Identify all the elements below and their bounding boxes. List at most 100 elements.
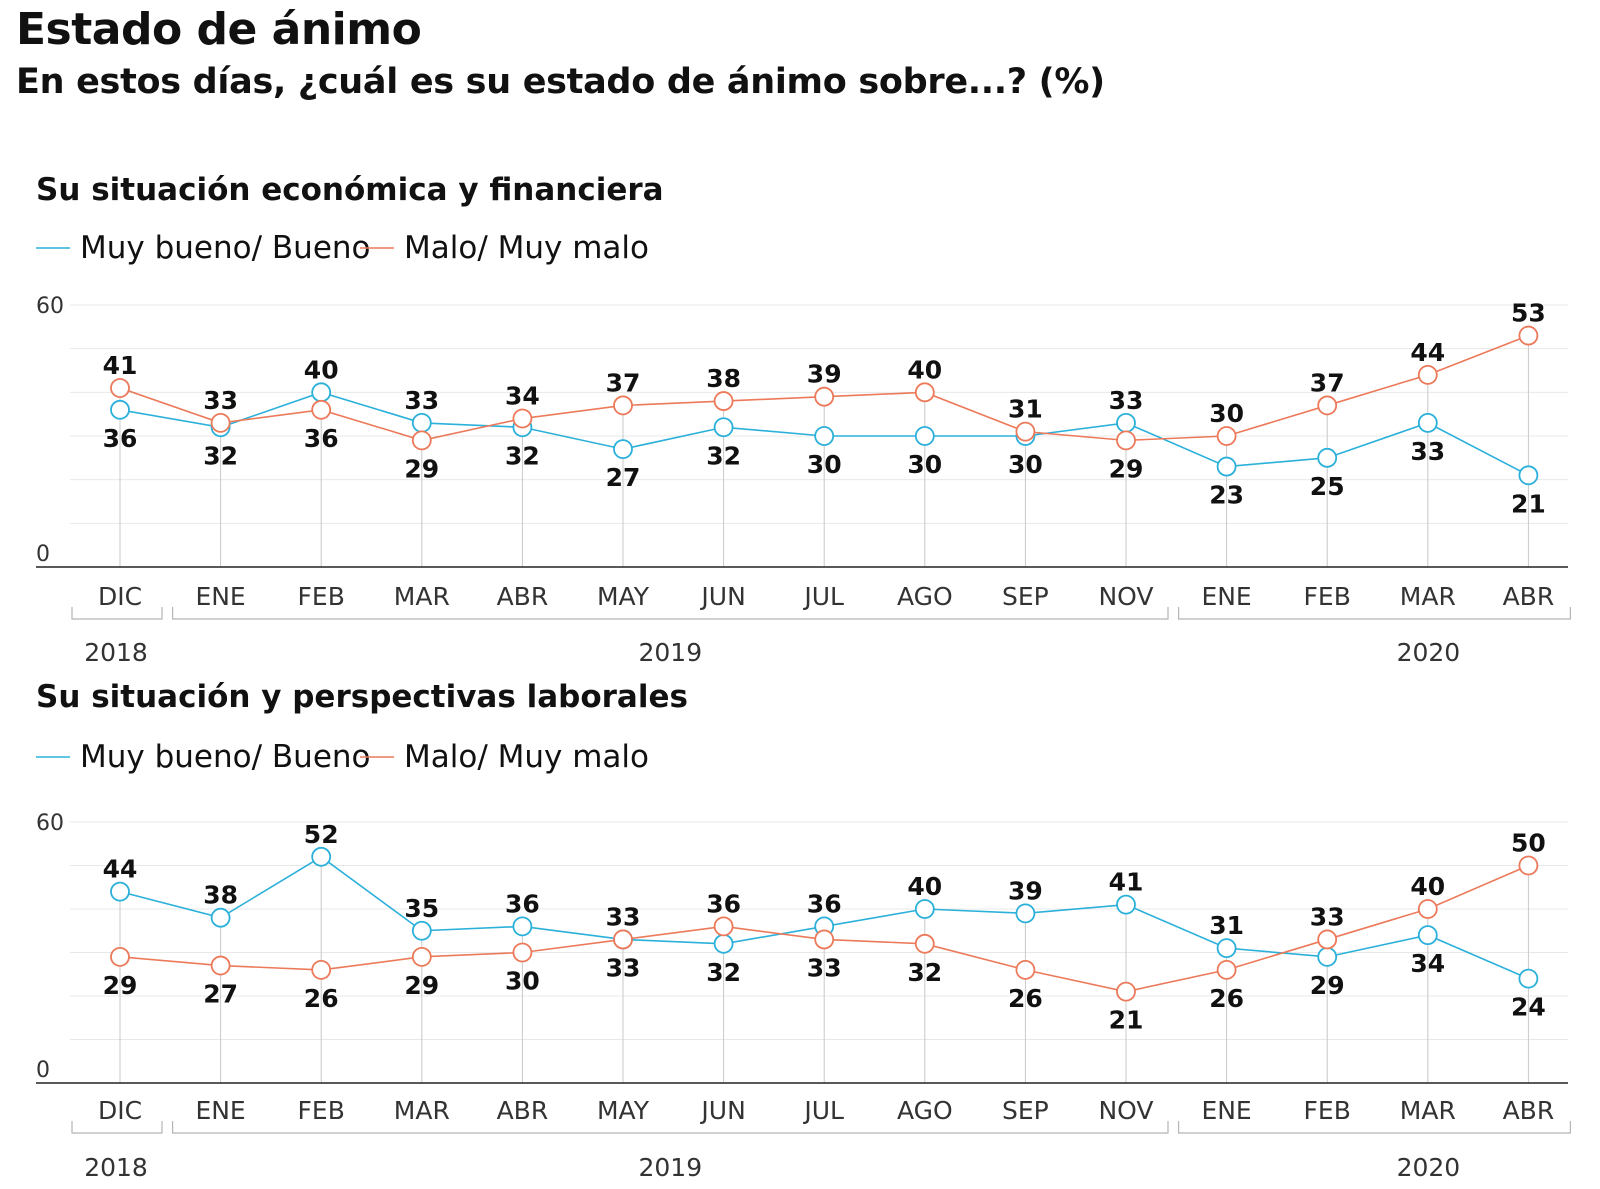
year-label: 2019: [638, 1153, 702, 1182]
x-tick-label: ABR: [1503, 1096, 1555, 1125]
legend-label-bad: Malo/ Muy malo: [404, 739, 649, 775]
year-label: 2018: [84, 1153, 148, 1182]
data-point-good: [110, 399, 130, 420]
x-tick-label: FEB: [1304, 582, 1351, 611]
data-point-bad: [1317, 929, 1338, 950]
x-tick-label: JUL: [802, 582, 844, 611]
year-bracket: [172, 1121, 1169, 1134]
data-label-bad: 33: [1310, 902, 1345, 931]
data-label-good: 25: [1310, 472, 1345, 501]
legend-label-bad: Malo/ Muy malo: [404, 230, 649, 266]
data-label-bad: 30: [505, 967, 540, 996]
data-label-good: 39: [1008, 876, 1043, 905]
x-tick-label: NOV: [1098, 582, 1153, 611]
data-point-good: [1518, 465, 1539, 486]
data-label-good: 24: [1511, 993, 1546, 1022]
data-label-bad: 53: [1511, 299, 1546, 328]
x-tick-label: ABR: [1503, 582, 1555, 611]
data-label-bad: 44: [1410, 338, 1445, 367]
data-point-bad: [311, 399, 332, 420]
data-label-good: 35: [404, 894, 439, 923]
data-point-good: [1216, 938, 1237, 959]
x-tick-label: ENE: [1201, 1096, 1251, 1125]
data-point-good: [311, 382, 332, 403]
y-tick-label: 60: [36, 294, 64, 319]
data-label-bad: 27: [203, 980, 238, 1009]
x-tick-label: ENE: [195, 582, 245, 611]
data-point-bad: [411, 946, 432, 967]
data-label-good: 40: [304, 355, 339, 384]
data-point-bad: [1216, 426, 1237, 446]
data-point-bad: [1417, 364, 1438, 385]
x-tick-label: MAY: [597, 1096, 650, 1125]
data-point-good: [713, 933, 734, 954]
x-tick-label: SEP: [1002, 1096, 1049, 1125]
data-point-good: [914, 426, 935, 446]
data-label-good: 32: [706, 958, 741, 987]
x-tick-label: JUL: [802, 1096, 844, 1125]
data-label-good: 30: [807, 450, 842, 479]
data-label-bad: 37: [606, 368, 641, 397]
x-tick-label: MAR: [1400, 1096, 1456, 1125]
data-label-bad: 30: [1209, 399, 1244, 428]
x-tick-label: ENE: [1201, 582, 1251, 611]
page-title: Estado de ánimo: [16, 4, 422, 55]
data-label-bad: 34: [505, 382, 540, 411]
data-point-good: [512, 916, 533, 937]
data-point-bad: [110, 946, 130, 967]
data-point-bad: [713, 391, 734, 411]
data-label-good: 33: [1410, 437, 1445, 466]
data-label-good: 21: [1511, 489, 1546, 518]
data-point-good: [814, 426, 835, 446]
data-point-good: [411, 412, 432, 433]
data-label-good: 29: [1310, 971, 1345, 1000]
data-point-good: [1417, 925, 1438, 945]
data-label-bad: 26: [1008, 984, 1043, 1013]
data-point-bad: [613, 929, 633, 950]
data-point-bad: [713, 916, 734, 937]
x-tick-label: JUN: [699, 582, 745, 611]
y-tick-label: 60: [36, 811, 64, 836]
data-label-good: 27: [606, 463, 641, 492]
data-point-bad: [1317, 395, 1338, 416]
data-point-good: [311, 846, 332, 867]
data-label-good: 32: [706, 441, 741, 470]
data-label-bad: 26: [304, 984, 339, 1013]
data-label-good: 52: [304, 820, 339, 849]
x-tick-label: JUN: [699, 1096, 745, 1125]
data-point-bad: [311, 960, 332, 980]
data-label-bad: 32: [907, 958, 942, 987]
data-point-bad: [512, 942, 533, 963]
data-point-good: [914, 899, 935, 919]
x-tick-label: MAR: [394, 1096, 450, 1125]
data-point-bad: [914, 933, 935, 954]
chart-title: Su situación económica y financiera: [36, 172, 664, 208]
data-point-good: [1317, 447, 1338, 468]
legend-label-good: Muy bueno/ Bueno: [80, 230, 371, 266]
data-point-good: [1116, 894, 1136, 915]
data-label-good: 44: [103, 855, 138, 884]
chart-labor-situation: Su situación y perspectivas laborales Muy…: [36, 679, 1571, 1182]
data-point-bad: [411, 430, 432, 451]
data-label-good: 33: [404, 386, 439, 415]
data-label-bad: 21: [1109, 1006, 1144, 1035]
year-bracket: [1178, 607, 1571, 620]
data-label-good: 33: [606, 953, 641, 982]
data-label-good: 36: [505, 889, 540, 918]
year-bracket: [71, 1121, 163, 1134]
x-tick-label: SEP: [1002, 582, 1049, 611]
x-tick-label: NOV: [1098, 1096, 1153, 1125]
data-label-good: 34: [1410, 949, 1445, 978]
data-label-bad: 37: [1310, 368, 1345, 397]
data-label-bad: 29: [103, 971, 138, 1000]
data-label-good: 36: [103, 424, 138, 453]
data-point-bad: [110, 378, 130, 398]
data-point-bad: [210, 955, 231, 976]
year-bracket: [172, 607, 1169, 620]
data-point-good: [1317, 946, 1338, 967]
year-label: 2019: [638, 638, 702, 667]
y-tick-label: 0: [36, 1058, 50, 1083]
data-point-good: [1518, 968, 1539, 989]
data-label-bad: 29: [404, 971, 439, 1000]
data-point-bad: [1518, 325, 1539, 346]
